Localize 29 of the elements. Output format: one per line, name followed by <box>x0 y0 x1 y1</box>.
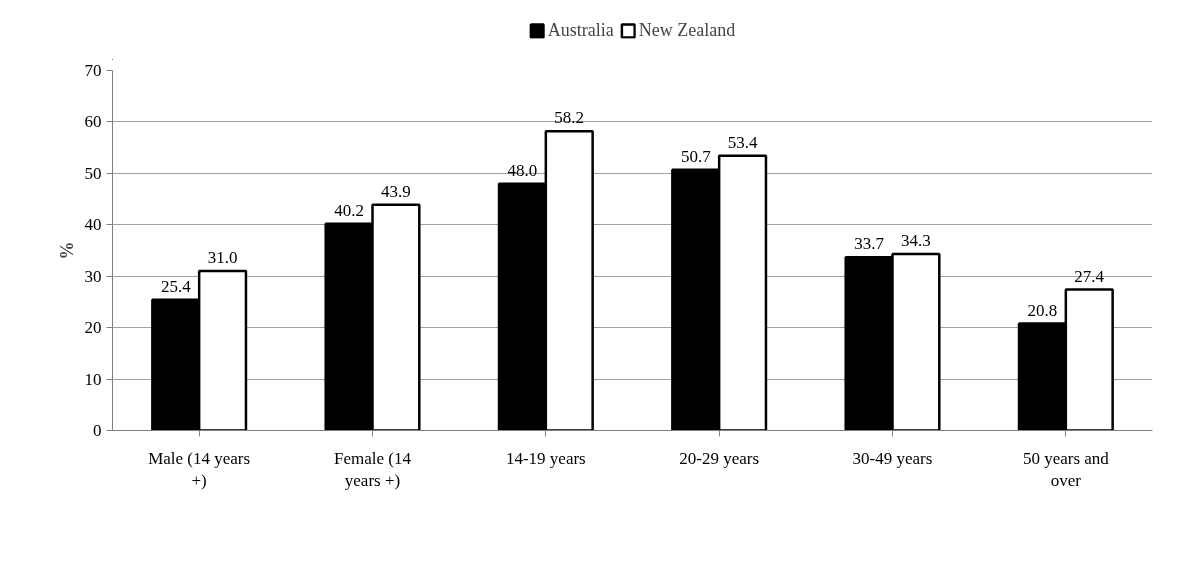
y-tick-label: 50 <box>84 163 102 183</box>
data-label: 40.2 <box>334 201 364 221</box>
data-label: 58.2 <box>554 108 585 128</box>
data-label: 25.4 <box>160 277 192 297</box>
x-tick-label: 14-19 years <box>505 448 586 468</box>
x-tick-label: Female (14 years +) <box>334 448 412 491</box>
y-tick-label: 70 <box>84 61 102 80</box>
y-tick-label: 10 <box>84 369 102 389</box>
y-tick-label: 40 <box>84 215 102 235</box>
data-label: 27.4 <box>1074 266 1105 286</box>
y-tick-label: 20 <box>84 318 102 338</box>
x-tick-label: 30-49 years <box>852 448 933 468</box>
data-label: 33.7 <box>854 234 885 254</box>
data-label: 34.3 <box>901 231 931 251</box>
y-axis-title: % <box>56 241 77 260</box>
x-tick-label: 20-29 years <box>679 448 760 468</box>
x-tick-label: Male (14 years +) <box>148 448 251 491</box>
data-label: 50.7 <box>680 147 712 167</box>
data-label: 48.0 <box>507 160 538 180</box>
y-tick-label: 30 <box>84 266 102 286</box>
legend-label: New Zealand <box>638 19 736 41</box>
y-tick-label: 0 <box>93 421 102 440</box>
data-label: 43.9 <box>381 182 411 202</box>
data-label: 53.4 <box>727 133 758 153</box>
data-label: 31.0 <box>207 248 238 268</box>
legend-label: Australia <box>547 19 614 41</box>
data-label: 20.8 <box>1027 300 1058 320</box>
x-tick-label: 50 years and over <box>1022 448 1110 491</box>
y-tick-label: 60 <box>84 112 102 132</box>
